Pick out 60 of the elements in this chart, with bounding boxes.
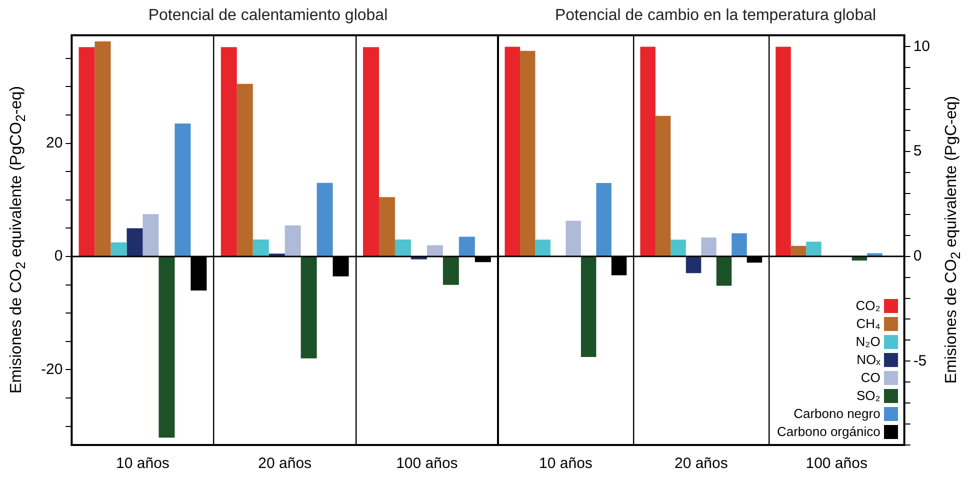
- bar: [142, 214, 159, 256]
- y2-tick-label: -5: [913, 352, 927, 370]
- bar: [806, 242, 822, 256]
- bar: [596, 182, 612, 256]
- legend-label: CO₂: [856, 298, 880, 313]
- bar: [158, 257, 175, 438]
- bar: [580, 256, 596, 357]
- bar: [790, 246, 806, 256]
- bar: [504, 46, 520, 256]
- bar: [126, 228, 143, 256]
- bar: [394, 240, 411, 256]
- legend-label: NOₓ: [856, 352, 880, 367]
- y2-tick-label: 5: [913, 142, 922, 160]
- bar: [852, 256, 868, 261]
- bar: [378, 197, 395, 256]
- bar: [268, 254, 285, 256]
- bar: [316, 182, 333, 256]
- bar: [284, 225, 301, 256]
- bar: [655, 116, 671, 256]
- bar: [701, 237, 716, 256]
- bar: [686, 256, 702, 274]
- y2-tick-label: 10: [913, 38, 930, 55]
- bar: [78, 47, 95, 256]
- bar: [716, 256, 732, 286]
- legend-label: Carbono negro: [794, 406, 880, 421]
- chart-title: Potencial de calentamiento global: [148, 7, 388, 24]
- bar: [776, 46, 791, 256]
- legend-label: Carbono orgánico: [776, 424, 880, 439]
- bar: [535, 240, 550, 256]
- bar: [520, 50, 536, 256]
- bar: [426, 245, 443, 256]
- y-tick-label: 0: [54, 248, 63, 265]
- x-tick-label: 100 años: [396, 455, 458, 472]
- bar: [300, 257, 317, 358]
- bar: [442, 257, 459, 285]
- chart-title: Potencial de cambio en la temperatura global: [554, 7, 876, 24]
- x-tick-label: 10 años: [539, 455, 592, 472]
- y-tick-label: 20: [46, 134, 63, 152]
- bar: [110, 242, 127, 256]
- bar: [670, 240, 686, 256]
- bar: [252, 240, 269, 256]
- bar: [236, 84, 253, 256]
- legend-label: CO: [860, 370, 880, 385]
- legend-label: CH₄: [856, 316, 880, 331]
- y-tick-label: -20: [40, 360, 63, 378]
- bar: [174, 124, 191, 256]
- bar: [363, 47, 379, 256]
- bar: [220, 47, 237, 256]
- bar: [94, 41, 111, 256]
- bar: [640, 46, 656, 256]
- y2-tick-label: 0: [913, 247, 922, 264]
- x-tick-label: 20 años: [674, 455, 728, 472]
- legend-label: N₂O: [856, 334, 880, 349]
- x-tick-label: 20 años: [258, 455, 312, 472]
- bar: [566, 220, 581, 256]
- x-tick-label: 100 años: [806, 455, 868, 472]
- x-tick-label: 10 años: [116, 455, 170, 472]
- legend-label: SO₂: [856, 388, 880, 403]
- bar: [732, 233, 747, 256]
- bar: [458, 236, 475, 256]
